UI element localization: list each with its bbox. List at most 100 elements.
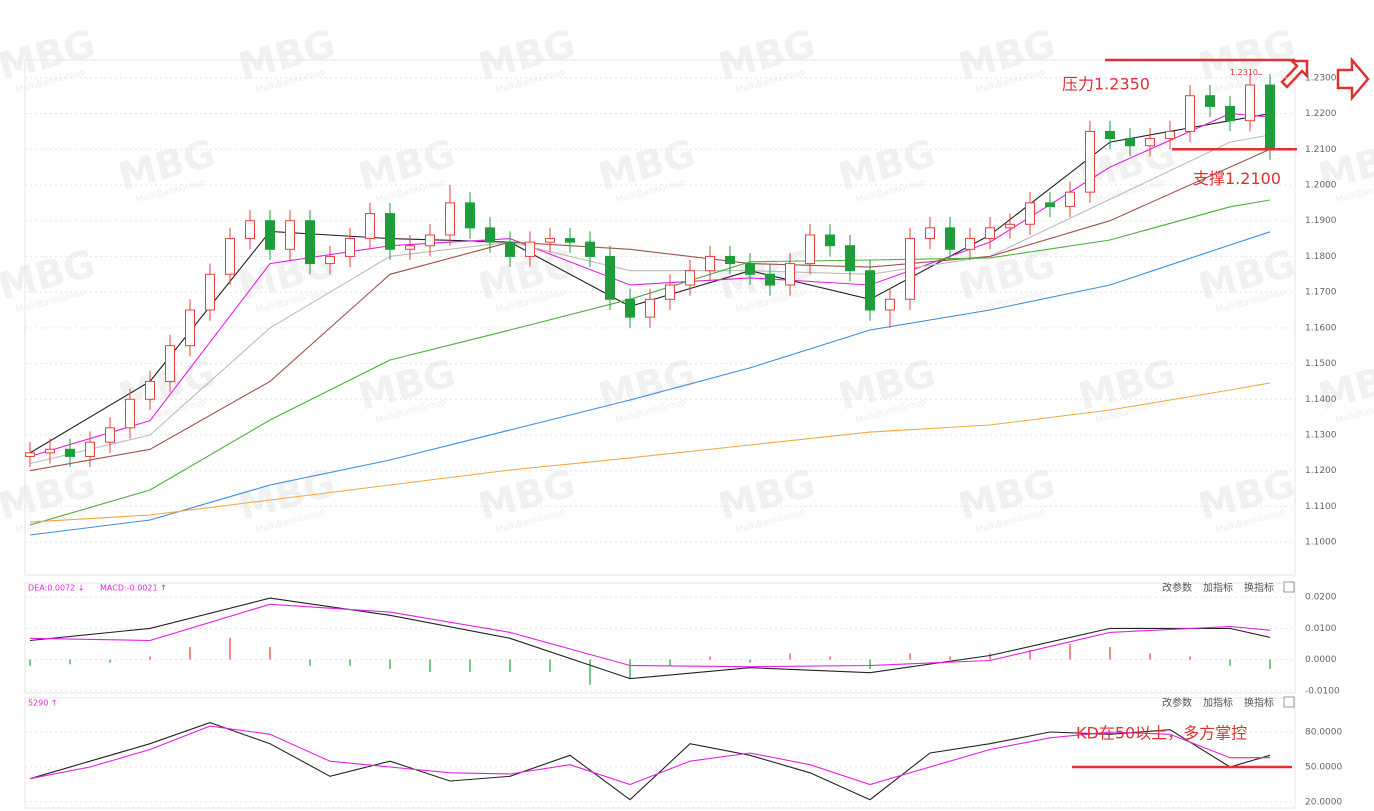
y-tick-label: 1.1600 [1305, 323, 1337, 333]
toolbar-button[interactable]: 换指标 [1244, 696, 1274, 709]
candle-body [585, 241, 595, 257]
y-tick-label: 0.0100 [1305, 624, 1337, 634]
candle-body [905, 238, 915, 300]
indicator-line [29, 725, 1270, 786]
y-tick-label: 1.1900 [1305, 216, 1337, 226]
candle-body [825, 234, 835, 247]
y-tick-label: 0.0200 [1305, 593, 1337, 603]
candle-body [685, 270, 695, 286]
candle-body [125, 398, 135, 429]
y-tick-label: -0.0100 [1305, 686, 1340, 696]
arrow-icon [1336, 56, 1370, 102]
candle-body [165, 345, 175, 382]
candle-body [1245, 84, 1255, 122]
y-tick-label: 1.2100 [1305, 145, 1337, 155]
annotation: KD在50以上，多方掌控 [1076, 724, 1247, 743]
candle-body [1185, 95, 1195, 132]
candle-body [365, 213, 375, 240]
candle-body [565, 238, 575, 243]
candle-body [985, 227, 995, 240]
candle-body [145, 380, 155, 400]
kd-panel [24, 697, 1296, 809]
candle-body [85, 441, 95, 457]
indicator-line [29, 382, 1271, 523]
main-panel [24, 59, 1296, 576]
candle-body [185, 309, 195, 347]
close-button[interactable] [1283, 581, 1295, 593]
candle-body [305, 220, 315, 265]
y-tick-label: 20.0000 [1305, 798, 1342, 808]
candle-body [245, 220, 255, 240]
candle-body [965, 238, 975, 250]
candle-body [945, 227, 955, 250]
candle-body [1205, 95, 1215, 107]
close-button[interactable] [1283, 696, 1295, 708]
y-tick-label: 1.1000 [1305, 538, 1337, 548]
candle-body [205, 273, 215, 311]
candle-body [745, 263, 755, 275]
y-tick-label: 1.2200 [1305, 109, 1337, 119]
toolbar-button[interactable]: 加指标 [1203, 581, 1233, 594]
candle-body [285, 220, 295, 250]
candle-body [1265, 84, 1275, 150]
macd-panel [24, 582, 1296, 694]
indicator-line [29, 722, 1271, 801]
y-tick-label: 1.1200 [1305, 466, 1337, 476]
annotation: 支撑1.2100 [1193, 169, 1281, 188]
candle-body [665, 284, 675, 300]
toolbar-button[interactable]: 换指标 [1244, 581, 1274, 594]
candle-body [45, 448, 55, 454]
toolbar-button[interactable]: 加指标 [1203, 696, 1233, 709]
toolbar-button[interactable]: 改参数 [1162, 696, 1192, 709]
indicator-line [29, 231, 1271, 536]
candle-body [445, 202, 455, 236]
candle-body [1005, 223, 1015, 229]
candle-body [645, 298, 655, 318]
indicator-header: 5290 ↑ [28, 699, 58, 708]
y-tick-label: 1.1500 [1305, 359, 1337, 369]
toolbar-button[interactable]: 改参数 [1162, 581, 1192, 594]
y-tick-label: 1.1700 [1305, 288, 1337, 298]
y-tick-label: 1.1100 [1305, 502, 1337, 512]
arrow-icon [1280, 59, 1309, 89]
indicator-line [29, 597, 1271, 680]
candle-body [765, 273, 775, 286]
candle-body [1125, 138, 1135, 147]
indicator-header: DEA:0.0072 ↓ [28, 584, 84, 593]
y-tick-label: 80.0000 [1305, 727, 1342, 737]
candle-body [805, 234, 815, 265]
candle-body [625, 298, 635, 318]
y-tick-label: 50.0000 [1305, 763, 1342, 773]
candle-body [1065, 191, 1075, 207]
candle-body [1045, 202, 1055, 207]
candle-body [25, 452, 35, 457]
candle-body [405, 245, 415, 250]
candle-body [1225, 105, 1235, 122]
candle-body [65, 448, 75, 457]
indicator-line [29, 148, 1271, 472]
candle-body [1105, 130, 1115, 140]
candle-body [705, 255, 715, 272]
candle-body [225, 238, 235, 275]
candle-body [1145, 138, 1155, 147]
candle-body [845, 245, 855, 272]
candle-body [525, 241, 535, 257]
candle-body [1025, 202, 1035, 225]
candle-body [605, 255, 615, 300]
indicator-line [29, 603, 1271, 668]
candle-body [545, 238, 555, 243]
candle-body [1085, 130, 1095, 193]
candle-body [465, 202, 475, 229]
indicator-header: MACD:-0.0021 ↑ [100, 584, 167, 593]
candle-body [265, 220, 275, 250]
candle-body [885, 298, 895, 311]
candle-body [725, 255, 735, 265]
candle-body [105, 427, 115, 443]
candle-body [1165, 130, 1175, 140]
y-tick-label: 1.1800 [1305, 252, 1337, 262]
y-tick-label: 1.1400 [1305, 395, 1337, 405]
candle-body [345, 238, 355, 257]
candle-body [325, 255, 335, 265]
candle-body [785, 263, 795, 286]
